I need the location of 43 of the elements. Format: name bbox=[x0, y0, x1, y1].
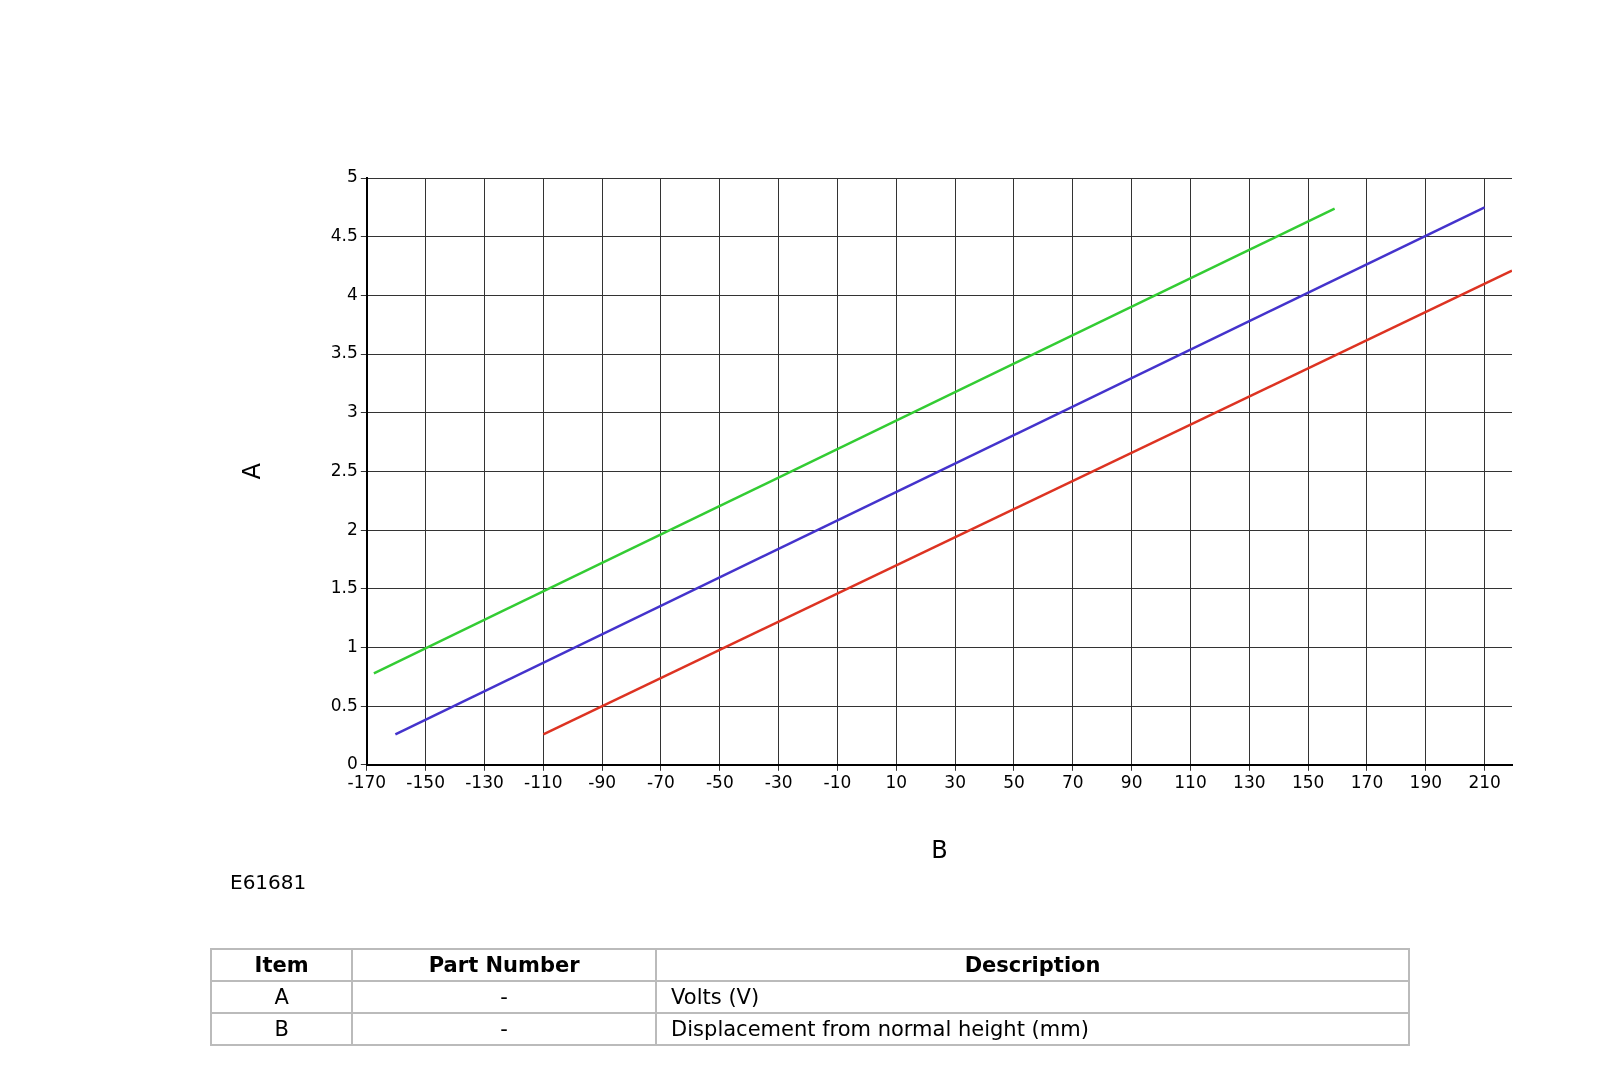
x-tick-label: 190 bbox=[1409, 772, 1443, 793]
y-tick-label: 4.5 bbox=[330, 225, 358, 246]
x-tick-label: -170 bbox=[347, 772, 387, 793]
text: Description bbox=[656, 949, 1409, 981]
text: Volts (V) bbox=[656, 981, 1409, 1013]
y-axis-title: A bbox=[237, 462, 266, 480]
x-tick-label: -70 bbox=[647, 772, 675, 793]
text: A bbox=[211, 981, 353, 1013]
x-tick-label: 70 bbox=[1062, 772, 1084, 793]
y-tick-label: 2.5 bbox=[330, 459, 358, 480]
x-axis-title: B bbox=[931, 835, 948, 864]
text: Item bbox=[211, 949, 353, 981]
y-tick-label: 5 bbox=[347, 166, 358, 187]
x-tick-label: -30 bbox=[764, 772, 793, 793]
y-tick-label: 1.5 bbox=[330, 577, 358, 598]
y-tick-label: 2 bbox=[347, 518, 358, 539]
x-tick-label: -130 bbox=[465, 772, 504, 793]
y-tick-label: 0 bbox=[347, 753, 358, 774]
x-tick-label: 90 bbox=[1120, 772, 1143, 793]
y-tick-label: 0.5 bbox=[330, 694, 358, 715]
x-tick-label: 130 bbox=[1233, 772, 1266, 793]
x-tick-label: 170 bbox=[1350, 772, 1384, 793]
x-tick-label: 50 bbox=[1003, 772, 1025, 793]
x-tick-label: 150 bbox=[1291, 772, 1325, 793]
x-tick-label: 10 bbox=[885, 772, 908, 793]
text: Part Number bbox=[352, 949, 657, 981]
text: E61681 bbox=[230, 870, 307, 894]
x-tick-label: -110 bbox=[524, 772, 563, 793]
y-tick-label: 3.5 bbox=[330, 342, 358, 363]
x-tick-label: -10 bbox=[823, 772, 852, 793]
text: - bbox=[352, 1013, 657, 1045]
y-tick-label: 3 bbox=[347, 401, 358, 422]
x-tick-label: 110 bbox=[1174, 772, 1207, 793]
x-tick-label: 210 bbox=[1468, 772, 1501, 793]
y-tick-label: 4 bbox=[347, 283, 358, 304]
x-tick-label: 30 bbox=[944, 772, 966, 793]
text: B bbox=[211, 1013, 353, 1045]
x-tick-label: -90 bbox=[588, 772, 617, 793]
x-tick-label: -150 bbox=[406, 772, 445, 793]
x-tick-label: -50 bbox=[705, 772, 734, 793]
text: - bbox=[352, 981, 657, 1013]
y-tick-label: 1 bbox=[347, 635, 358, 656]
text: Displacement from normal height (mm) bbox=[656, 1013, 1409, 1045]
